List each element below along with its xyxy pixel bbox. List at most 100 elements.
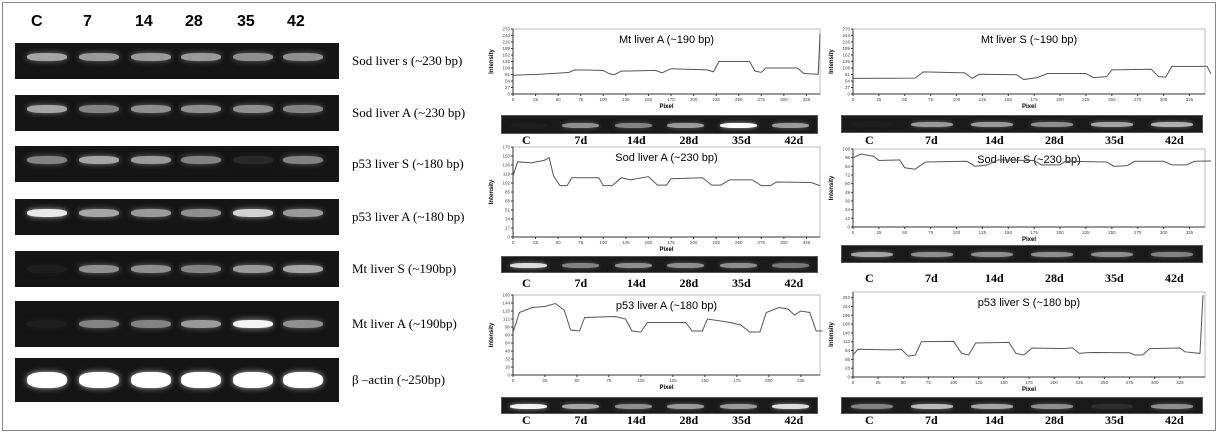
- y-tick-label: 144: [502, 301, 510, 306]
- y-tick-label: 243: [502, 33, 510, 38]
- x-tick-label: 325: [1186, 97, 1194, 102]
- x-tick-label: 0: [512, 240, 515, 245]
- gel-band: [181, 156, 221, 164]
- lane-label: 35d: [732, 413, 751, 427]
- gel-strip: [501, 397, 818, 414]
- gel-row-label: p53 liver S (~180 bp): [352, 156, 464, 171]
- y-tick-label: 170: [502, 145, 510, 150]
- y-tick-label: 24: [845, 207, 851, 212]
- gel-band: [509, 122, 547, 128]
- gel-strip: [501, 115, 818, 134]
- gel-band: [233, 105, 273, 113]
- y-tick-label: 27: [845, 85, 851, 90]
- lane-header: 28: [185, 13, 203, 30]
- y-tick-label: 36: [845, 199, 851, 204]
- x-tick-label: 225: [1082, 230, 1090, 235]
- intensity-plot: 0 25 50 75 100 125 150 175 200 225 250 275 300 325 0 28…: [829, 291, 1206, 393]
- y-tick-label: 96: [505, 325, 511, 330]
- gel-band: [233, 209, 273, 217]
- x-tick-label: 125: [622, 240, 630, 245]
- x-tick-label: 150: [1005, 230, 1013, 235]
- x-axis-label: Pixel: [659, 247, 673, 253]
- y-tick-label: 80: [505, 333, 511, 338]
- plot-title: Sod liver A (~230 bp): [615, 152, 717, 164]
- y-tick-label: 162: [502, 53, 510, 58]
- x-tick-label: 250: [735, 97, 743, 102]
- gel-band: [562, 403, 600, 409]
- gel-row: [15, 251, 339, 287]
- y-tick-label: 54: [845, 79, 851, 84]
- gel-row: [15, 146, 339, 182]
- gel-band: [131, 156, 171, 164]
- x-tick-label: 25: [542, 378, 548, 383]
- y-tick-label: 135: [502, 59, 510, 64]
- gel-band: [283, 156, 323, 164]
- lane-label: 42d: [1165, 413, 1184, 427]
- lane-label: 35d: [1105, 133, 1124, 147]
- plot-title: p53 liver S (~180 bp): [978, 297, 1080, 309]
- gel-strip: [841, 115, 1203, 133]
- lane-label: C: [865, 133, 874, 147]
- gel-band: [181, 209, 221, 217]
- y-tick-label: 81: [845, 72, 851, 77]
- gel-band: [971, 122, 1013, 127]
- x-tick-label: 25: [533, 240, 539, 245]
- x-tick-label: 200: [1056, 97, 1064, 102]
- x-tick-label: 175: [667, 97, 675, 102]
- x-tick-label: 100: [950, 380, 958, 385]
- x-tick-label: 0: [512, 97, 515, 102]
- lane-label: 7d: [925, 133, 938, 147]
- x-axis-label: Pixel: [659, 385, 673, 391]
- x-tick-label: 175: [1025, 380, 1033, 385]
- gel-band: [971, 252, 1013, 257]
- y-tick-label: 128: [502, 309, 510, 314]
- intensity-line: [512, 33, 821, 76]
- plot-title: p53 liver A (~180 bp): [616, 300, 717, 312]
- y-tick-label: 48: [505, 349, 511, 354]
- x-tick-label: 175: [667, 240, 675, 245]
- gel-band: [772, 122, 810, 128]
- lane-label: 28d: [679, 276, 699, 290]
- gel-band: [911, 252, 953, 257]
- lane-label: 14d: [985, 271, 1004, 285]
- x-tick-label: 300: [1151, 380, 1159, 385]
- intensity-line: [852, 153, 1211, 170]
- gel-row-label: Mt liver A (~190bp): [352, 316, 457, 331]
- x-tick-label: 325: [1176, 380, 1184, 385]
- gel-band: [614, 262, 652, 268]
- x-tick-label: 150: [701, 378, 709, 383]
- x-tick-label: 175: [1030, 97, 1038, 102]
- gel-band: [233, 53, 273, 61]
- y-tick-label: 72: [845, 173, 851, 178]
- y-tick-label: 160: [502, 293, 510, 298]
- gel-band: [1151, 122, 1193, 127]
- y-tick-label: 168: [842, 322, 850, 327]
- plot-title: Mt liver S (~190 bp): [981, 34, 1077, 46]
- gel-row: [15, 358, 339, 402]
- y-tick-label: 34: [505, 217, 511, 222]
- lane-label: C: [865, 271, 874, 285]
- y-tick-label: 189: [502, 46, 510, 51]
- lane-label: 28d: [679, 413, 699, 427]
- y-tick-label: 140: [842, 330, 850, 335]
- x-tick-label: 200: [690, 97, 698, 102]
- x-tick-label: 325: [803, 97, 811, 102]
- gel-band: [1031, 252, 1073, 257]
- x-tick-label: 225: [712, 97, 720, 102]
- lane-label: 42d: [784, 413, 804, 427]
- gel-band: [283, 320, 323, 328]
- gel-strip: [841, 397, 1203, 414]
- gel-band: [614, 403, 652, 409]
- x-tick-label: 100: [953, 230, 961, 235]
- gel-band: [772, 262, 810, 268]
- x-tick-label: 325: [1186, 230, 1194, 235]
- y-tick-label: 112: [503, 317, 511, 322]
- lane-label: C: [522, 413, 531, 427]
- lane-label: 35d: [732, 133, 751, 147]
- lane-label: 35d: [732, 276, 751, 290]
- x-tick-label: 100: [600, 240, 608, 245]
- x-tick-label: 0: [852, 380, 855, 385]
- gel-band: [562, 262, 600, 268]
- gel-band: [614, 122, 652, 128]
